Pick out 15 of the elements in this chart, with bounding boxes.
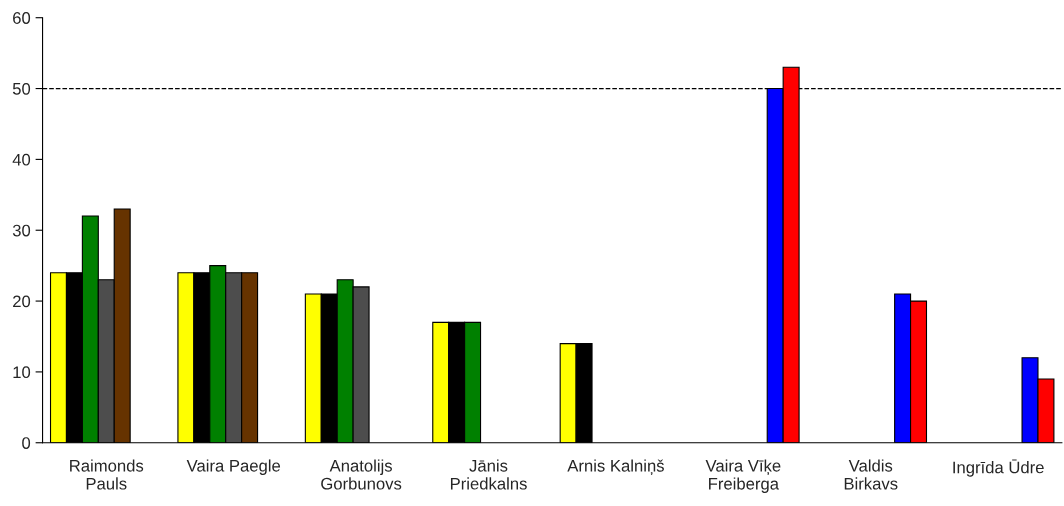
x-tick-label: Raimonds Pauls <box>70 459 144 490</box>
x-tick-label: Vaira Paegle <box>186 459 281 475</box>
y-tick-label: 50 <box>12 82 31 95</box>
x-tick-label: Jānis Priedkalns <box>450 459 527 490</box>
y-tick-label: 40 <box>12 153 31 166</box>
x-tick-label: Ingrīda Ūdre <box>953 459 1044 477</box>
y-tick-label: 0 <box>22 437 31 449</box>
x-tick-label: Arnis Kalniņš <box>567 459 664 476</box>
y-tick-label: 30 <box>12 224 31 237</box>
y-tick-label: 60 <box>13 12 31 24</box>
y-tick-label: 10 <box>13 366 31 379</box>
x-tick-label: Anatolijs Gorbunovs <box>321 459 402 490</box>
x-tick-label: Valdis Birkavs <box>844 459 898 490</box>
y-tick-label: 20 <box>13 295 31 308</box>
x-tick-label: Vaira Vīķe Freiberga <box>705 459 781 493</box>
